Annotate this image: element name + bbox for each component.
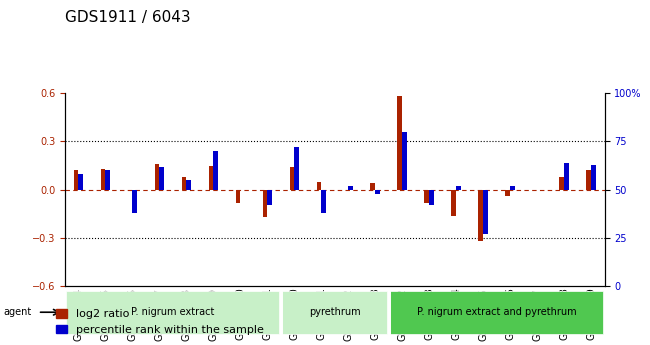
- Bar: [263, 190, 267, 217]
- Text: P. nigrum extract and pyrethrum: P. nigrum extract and pyrethrum: [417, 307, 577, 317]
- Bar: [321, 190, 326, 213]
- Bar: [267, 190, 272, 205]
- Bar: [510, 186, 515, 190]
- FancyBboxPatch shape: [282, 291, 387, 334]
- Bar: [79, 174, 83, 190]
- Text: P. nigrum extract: P. nigrum extract: [131, 307, 214, 317]
- Bar: [317, 182, 321, 190]
- Bar: [370, 183, 375, 190]
- Bar: [101, 169, 105, 190]
- Text: agent: agent: [3, 307, 31, 317]
- Text: GDS1911 / 6043: GDS1911 / 6043: [65, 10, 190, 25]
- Bar: [187, 180, 191, 190]
- Bar: [133, 190, 137, 213]
- Bar: [155, 164, 159, 190]
- Bar: [424, 190, 429, 203]
- Bar: [397, 96, 402, 190]
- Legend: log2 ratio, percentile rank within the sample: log2 ratio, percentile rank within the s…: [51, 305, 268, 339]
- Bar: [348, 186, 353, 190]
- Bar: [451, 190, 456, 216]
- Bar: [402, 132, 407, 190]
- Bar: [586, 170, 591, 190]
- Bar: [505, 190, 510, 196]
- Bar: [456, 186, 461, 190]
- Bar: [73, 170, 79, 190]
- Bar: [105, 170, 110, 190]
- Bar: [181, 177, 187, 190]
- Bar: [159, 167, 164, 190]
- Bar: [209, 166, 213, 190]
- Bar: [591, 165, 596, 190]
- Bar: [483, 190, 488, 234]
- Bar: [289, 167, 294, 190]
- Text: pyrethrum: pyrethrum: [309, 307, 361, 317]
- Bar: [564, 163, 569, 190]
- Bar: [478, 190, 483, 241]
- FancyBboxPatch shape: [66, 291, 280, 334]
- Bar: [429, 190, 434, 205]
- Bar: [375, 190, 380, 194]
- Bar: [235, 190, 240, 203]
- FancyBboxPatch shape: [390, 291, 603, 334]
- Bar: [213, 151, 218, 190]
- Bar: [294, 147, 299, 190]
- Bar: [559, 177, 564, 190]
